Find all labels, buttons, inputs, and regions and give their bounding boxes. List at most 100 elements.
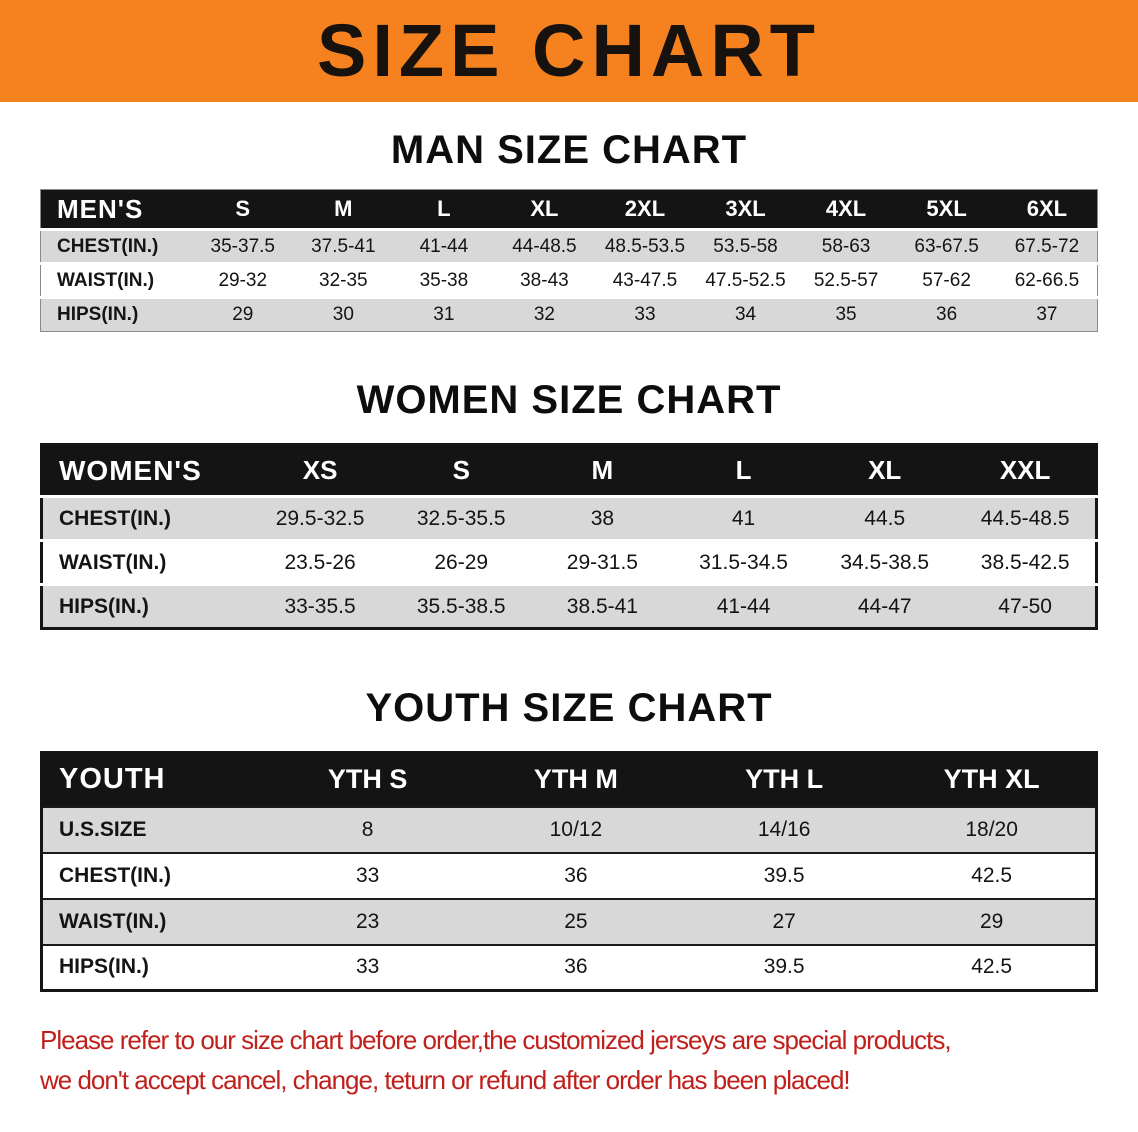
size-value-cell: 33-35.5 (249, 583, 391, 629)
size-column-header: XXL (955, 444, 1097, 497)
table-row: CHEST(IN.) 33 36 39.5 42.5 (41, 851, 1097, 899)
size-column-header: XS (249, 444, 391, 497)
size-value-cell: 41-44 (672, 583, 815, 629)
size-value-cell: 29.5-32.5 (249, 495, 391, 541)
order-policy-note: Please refer to our size chart before or… (40, 1020, 1138, 1101)
size-value-cell: 41 (672, 495, 815, 541)
table-header-row: MEN'S S M L XL 2XL 3XL 4XL 5XL 6XL (40, 189, 1098, 230)
size-value-cell: 42.5 (888, 943, 1097, 991)
size-value-cell: 38.5-41 (531, 583, 673, 629)
size-value-cell: 35-38 (393, 262, 495, 298)
size-column-header: 6XL (996, 189, 1098, 230)
size-value-cell: 32 (494, 296, 595, 332)
size-column-header: YTH S (263, 752, 472, 807)
size-value-cell: 23 (263, 897, 472, 945)
size-value-cell: 36 (896, 296, 997, 332)
size-value-cell: 52.5-57 (795, 262, 897, 298)
size-value-cell: 33 (263, 943, 472, 991)
table-header-row: YOUTH YTH S YTH M YTH L YTH XL (41, 752, 1097, 807)
size-value-cell: 32-35 (293, 262, 394, 298)
measurement-label-cell: HIPS(IN.) (41, 943, 264, 991)
size-value-cell: 38-43 (494, 262, 595, 298)
size-value-cell: 35.5-38.5 (390, 583, 532, 629)
men-section-heading: MAN SIZE CHART (390, 128, 748, 172)
size-value-cell: 62-66.5 (996, 262, 1098, 298)
size-value-cell: 29-32 (192, 262, 294, 298)
size-value-cell: 18/20 (888, 805, 1097, 853)
table-row: HIPS(IN.) 33 36 39.5 42.5 (41, 943, 1097, 991)
measurement-label-cell: HIPS(IN.) (40, 296, 193, 332)
size-value-cell: 29-31.5 (531, 539, 673, 585)
size-column-header: XL (494, 189, 595, 230)
table-row: U.S.SIZE 8 10/12 14/16 18/20 (41, 805, 1097, 853)
size-value-cell: 35 (795, 296, 897, 332)
size-column-header: 3XL (695, 189, 796, 230)
table-row: CHEST(IN.) 29.5-32.5 32.5-35.5 38 41 44.5 44.5… (41, 495, 1097, 541)
size-value-cell: 33 (594, 296, 696, 332)
measurement-label-cell: U.S.SIZE (41, 805, 264, 853)
order-policy-line-2: we don't accept cancel, change, teturn o… (40, 1065, 851, 1096)
size-value-cell: 47.5-52.5 (695, 262, 796, 298)
size-value-cell: 43-47.5 (594, 262, 696, 298)
size-value-cell: 10/12 (471, 805, 680, 853)
measurement-label-cell: WAIST(IN.) (41, 897, 264, 945)
size-value-cell: 14/16 (680, 805, 889, 853)
size-value-cell: 57-62 (896, 262, 997, 298)
size-column-header: S (192, 189, 294, 230)
size-value-cell: 44.5 (814, 495, 956, 541)
size-value-cell: 37 (996, 296, 1098, 332)
womens-size-table: WOMEN'S XS S M L XL XXL CHEST(IN.) 29.5-32.5 32.5… (40, 443, 1098, 630)
table-title-cell: YOUTH (41, 752, 264, 807)
size-column-header: YTH L (680, 752, 889, 807)
youth-size-table: YOUTH YTH S YTH M YTH L YTH XL U.S.SIZE 8 10/12… (40, 751, 1098, 992)
size-value-cell: 32.5-35.5 (390, 495, 532, 541)
size-value-cell: 37.5-41 (293, 228, 394, 264)
size-value-cell: 35-37.5 (192, 228, 294, 264)
size-value-cell: 63-67.5 (896, 228, 997, 264)
size-value-cell: 31.5-34.5 (672, 539, 815, 585)
measurement-label-cell: CHEST(IN.) (41, 495, 250, 541)
size-value-cell: 58-63 (795, 228, 897, 264)
size-column-header: L (672, 444, 815, 497)
size-column-header: 5XL (896, 189, 997, 230)
size-column-header: YTH M (471, 752, 680, 807)
table-row: WAIST(IN.) 23.5-26 26-29 29-31.5 31.5-34.5 34… (41, 539, 1097, 585)
size-value-cell: 27 (680, 897, 889, 945)
size-value-cell: 41-44 (393, 228, 495, 264)
size-column-header: 4XL (795, 189, 897, 230)
size-value-cell: 36 (471, 851, 680, 899)
measurement-label-cell: HIPS(IN.) (41, 583, 250, 629)
size-value-cell: 26-29 (390, 539, 532, 585)
size-value-cell: 33 (263, 851, 472, 899)
size-value-cell: 29 (888, 897, 1097, 945)
size-value-cell: 29 (192, 296, 294, 332)
size-value-cell: 25 (471, 897, 680, 945)
size-column-header: M (293, 189, 394, 230)
measurement-label-cell: CHEST(IN.) (41, 851, 264, 899)
table-row: CHEST(IN.) 35-37.5 37.5-41 41-44 44-48.5 48.5… (40, 228, 1098, 264)
size-value-cell: 53.5-58 (695, 228, 796, 264)
size-column-header: S (390, 444, 532, 497)
size-value-cell: 34.5-38.5 (814, 539, 956, 585)
size-value-cell: 38 (531, 495, 673, 541)
size-value-cell: 44-47 (814, 583, 956, 629)
size-value-cell: 8 (263, 805, 472, 853)
size-value-cell: 44-48.5 (494, 228, 595, 264)
size-column-header: XL (814, 444, 956, 497)
measurement-label-cell: CHEST(IN.) (40, 228, 193, 264)
size-value-cell: 39.5 (680, 851, 889, 899)
table-row: WAIST(IN.) 29-32 32-35 35-38 38-43 43-47.5 47.… (40, 262, 1098, 298)
table-row: HIPS(IN.) 33-35.5 35.5-38.5 38.5-41 41-44 44-… (41, 583, 1097, 629)
size-value-cell: 47-50 (955, 583, 1097, 629)
size-value-cell: 67.5-72 (996, 228, 1098, 264)
size-value-cell: 38.5-42.5 (955, 539, 1097, 585)
size-column-header: M (531, 444, 673, 497)
size-value-cell: 36 (471, 943, 680, 991)
table-title-cell: MEN'S (40, 189, 193, 230)
measurement-label-cell: WAIST(IN.) (41, 539, 250, 585)
table-title-cell: WOMEN'S (41, 444, 250, 497)
size-chart-banner: SIZE CHART (0, 0, 1138, 102)
size-value-cell: 23.5-26 (249, 539, 391, 585)
size-value-cell: 31 (393, 296, 495, 332)
size-column-header: L (393, 189, 495, 230)
